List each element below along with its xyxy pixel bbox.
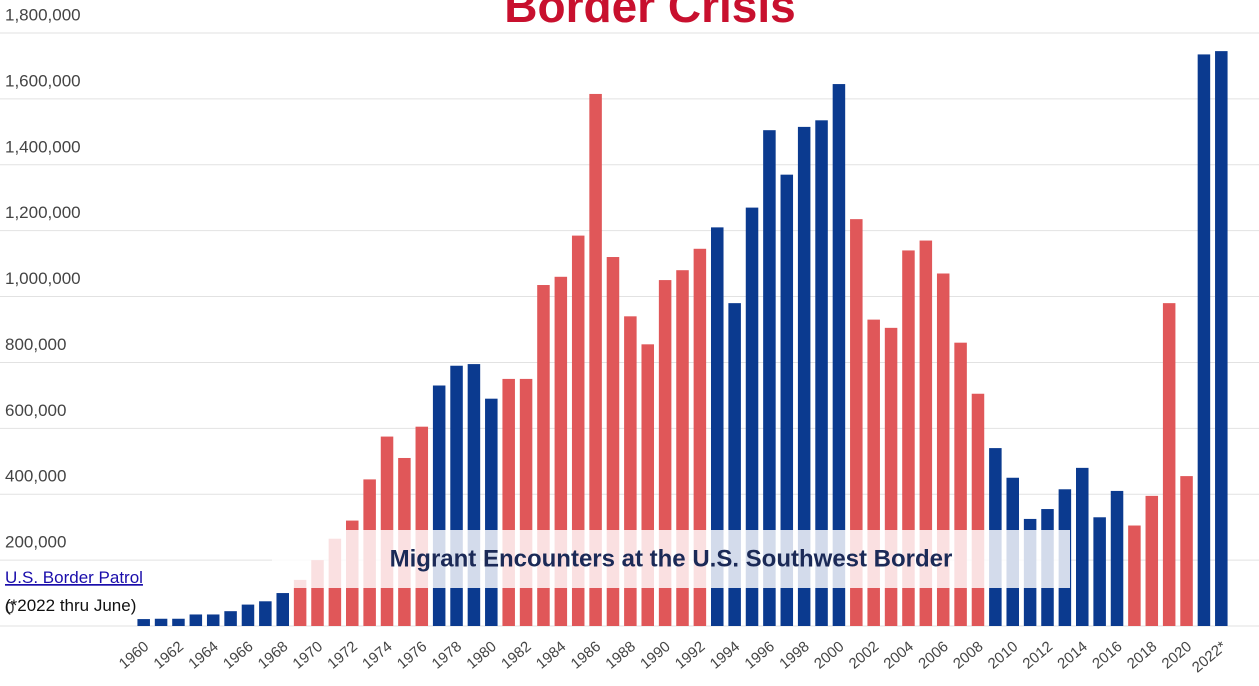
x-tick-label: 2022* xyxy=(1189,638,1230,676)
x-tick-label: 1974 xyxy=(359,638,395,672)
x-tick-label: 1988 xyxy=(602,638,638,672)
bar xyxy=(189,614,203,626)
x-tick-label: 1972 xyxy=(324,638,360,672)
bar xyxy=(1110,490,1124,626)
bar xyxy=(815,120,828,626)
bar xyxy=(971,393,985,626)
x-tick-label: 2020 xyxy=(1159,638,1195,672)
x-tick-label: 1964 xyxy=(185,638,221,672)
y-tick-label: 1,200,000 xyxy=(5,203,81,222)
x-tick-label: 1990 xyxy=(637,638,673,672)
x-tick-label: 1978 xyxy=(429,638,465,672)
bar xyxy=(919,240,933,627)
bar xyxy=(850,219,863,626)
bar xyxy=(224,611,237,626)
bar xyxy=(745,207,759,626)
bar xyxy=(589,93,602,627)
bar xyxy=(1093,517,1106,626)
y-tick-label: 0 xyxy=(5,598,14,617)
source[interactable]: U.S. Border Patrol xyxy=(5,568,143,587)
bar xyxy=(206,614,220,626)
x-tick-label: 1980 xyxy=(463,638,499,672)
source-link[interactable]: U.S. Border Patrol xyxy=(5,568,143,587)
x-tick-label: 2002 xyxy=(846,638,882,672)
x-tick-label: 1960 xyxy=(116,638,152,672)
bar xyxy=(1180,476,1193,626)
bar xyxy=(832,84,846,626)
x-tick-label: 2004 xyxy=(881,638,917,672)
x-tick-label: 1998 xyxy=(776,638,812,672)
y-tick-label: 200,000 xyxy=(5,533,66,552)
bar xyxy=(137,619,150,626)
x-tick-label: 1996 xyxy=(741,638,777,672)
x-tick-label: 2012 xyxy=(1020,638,1056,672)
x-tick-label: 1976 xyxy=(394,638,430,672)
bar xyxy=(293,579,307,626)
bar xyxy=(485,398,498,626)
bar xyxy=(571,235,585,626)
x-tick-label: 1982 xyxy=(498,638,534,672)
bar xyxy=(154,618,168,626)
y-tick-label: 1,000,000 xyxy=(5,269,81,288)
y-tick-label: 800,000 xyxy=(5,335,66,354)
bar xyxy=(432,385,446,626)
bar xyxy=(711,227,724,626)
x-tick-label: 2008 xyxy=(950,638,986,672)
y-tick-label: 1,600,000 xyxy=(5,71,81,90)
x-tick-label: 1994 xyxy=(707,638,743,672)
x-tick-label: 1984 xyxy=(533,638,569,672)
bar xyxy=(519,378,533,626)
x-tick-label: 2018 xyxy=(1124,638,1160,672)
bar xyxy=(1128,525,1141,626)
bar xyxy=(415,426,429,626)
note: (*2022 thru June) xyxy=(5,596,136,615)
y-tick-label: 1,800,000 xyxy=(5,5,81,24)
x-tick-label: 2014 xyxy=(1054,638,1090,672)
bar xyxy=(1076,467,1089,626)
bar xyxy=(1162,303,1176,626)
bar xyxy=(1197,54,1211,627)
x-tick-label: 1962 xyxy=(151,638,187,672)
bar xyxy=(502,378,515,626)
x-tick-label: 2010 xyxy=(985,638,1021,672)
x-tick-label: 1966 xyxy=(220,638,256,672)
bar xyxy=(797,126,811,627)
bar xyxy=(763,130,776,627)
y-tick-label: 600,000 xyxy=(5,401,66,420)
x-tick-label: 2006 xyxy=(915,638,951,672)
subtitle-box xyxy=(272,530,1070,588)
x-tick-label: 1992 xyxy=(672,638,708,672)
x-tick-label: 1986 xyxy=(568,638,604,672)
bar xyxy=(259,601,272,626)
bar xyxy=(241,604,255,626)
bar xyxy=(780,174,794,626)
bar xyxy=(1215,51,1228,626)
y-tick-label: 400,000 xyxy=(5,467,66,486)
x-tick-label: 1968 xyxy=(255,638,291,672)
x-tick-label: 2000 xyxy=(811,638,847,672)
bar xyxy=(1145,495,1159,626)
bar xyxy=(276,593,289,626)
subtitle: Migrant Encounters at the U.S. Southwest… xyxy=(390,545,953,572)
x-tick-label: 2016 xyxy=(1089,638,1125,672)
chart-title: Border Crisis xyxy=(504,0,795,32)
x-tick-label: 1970 xyxy=(290,638,326,672)
bar xyxy=(172,618,185,626)
y-tick-label: 1,400,000 xyxy=(5,137,81,156)
